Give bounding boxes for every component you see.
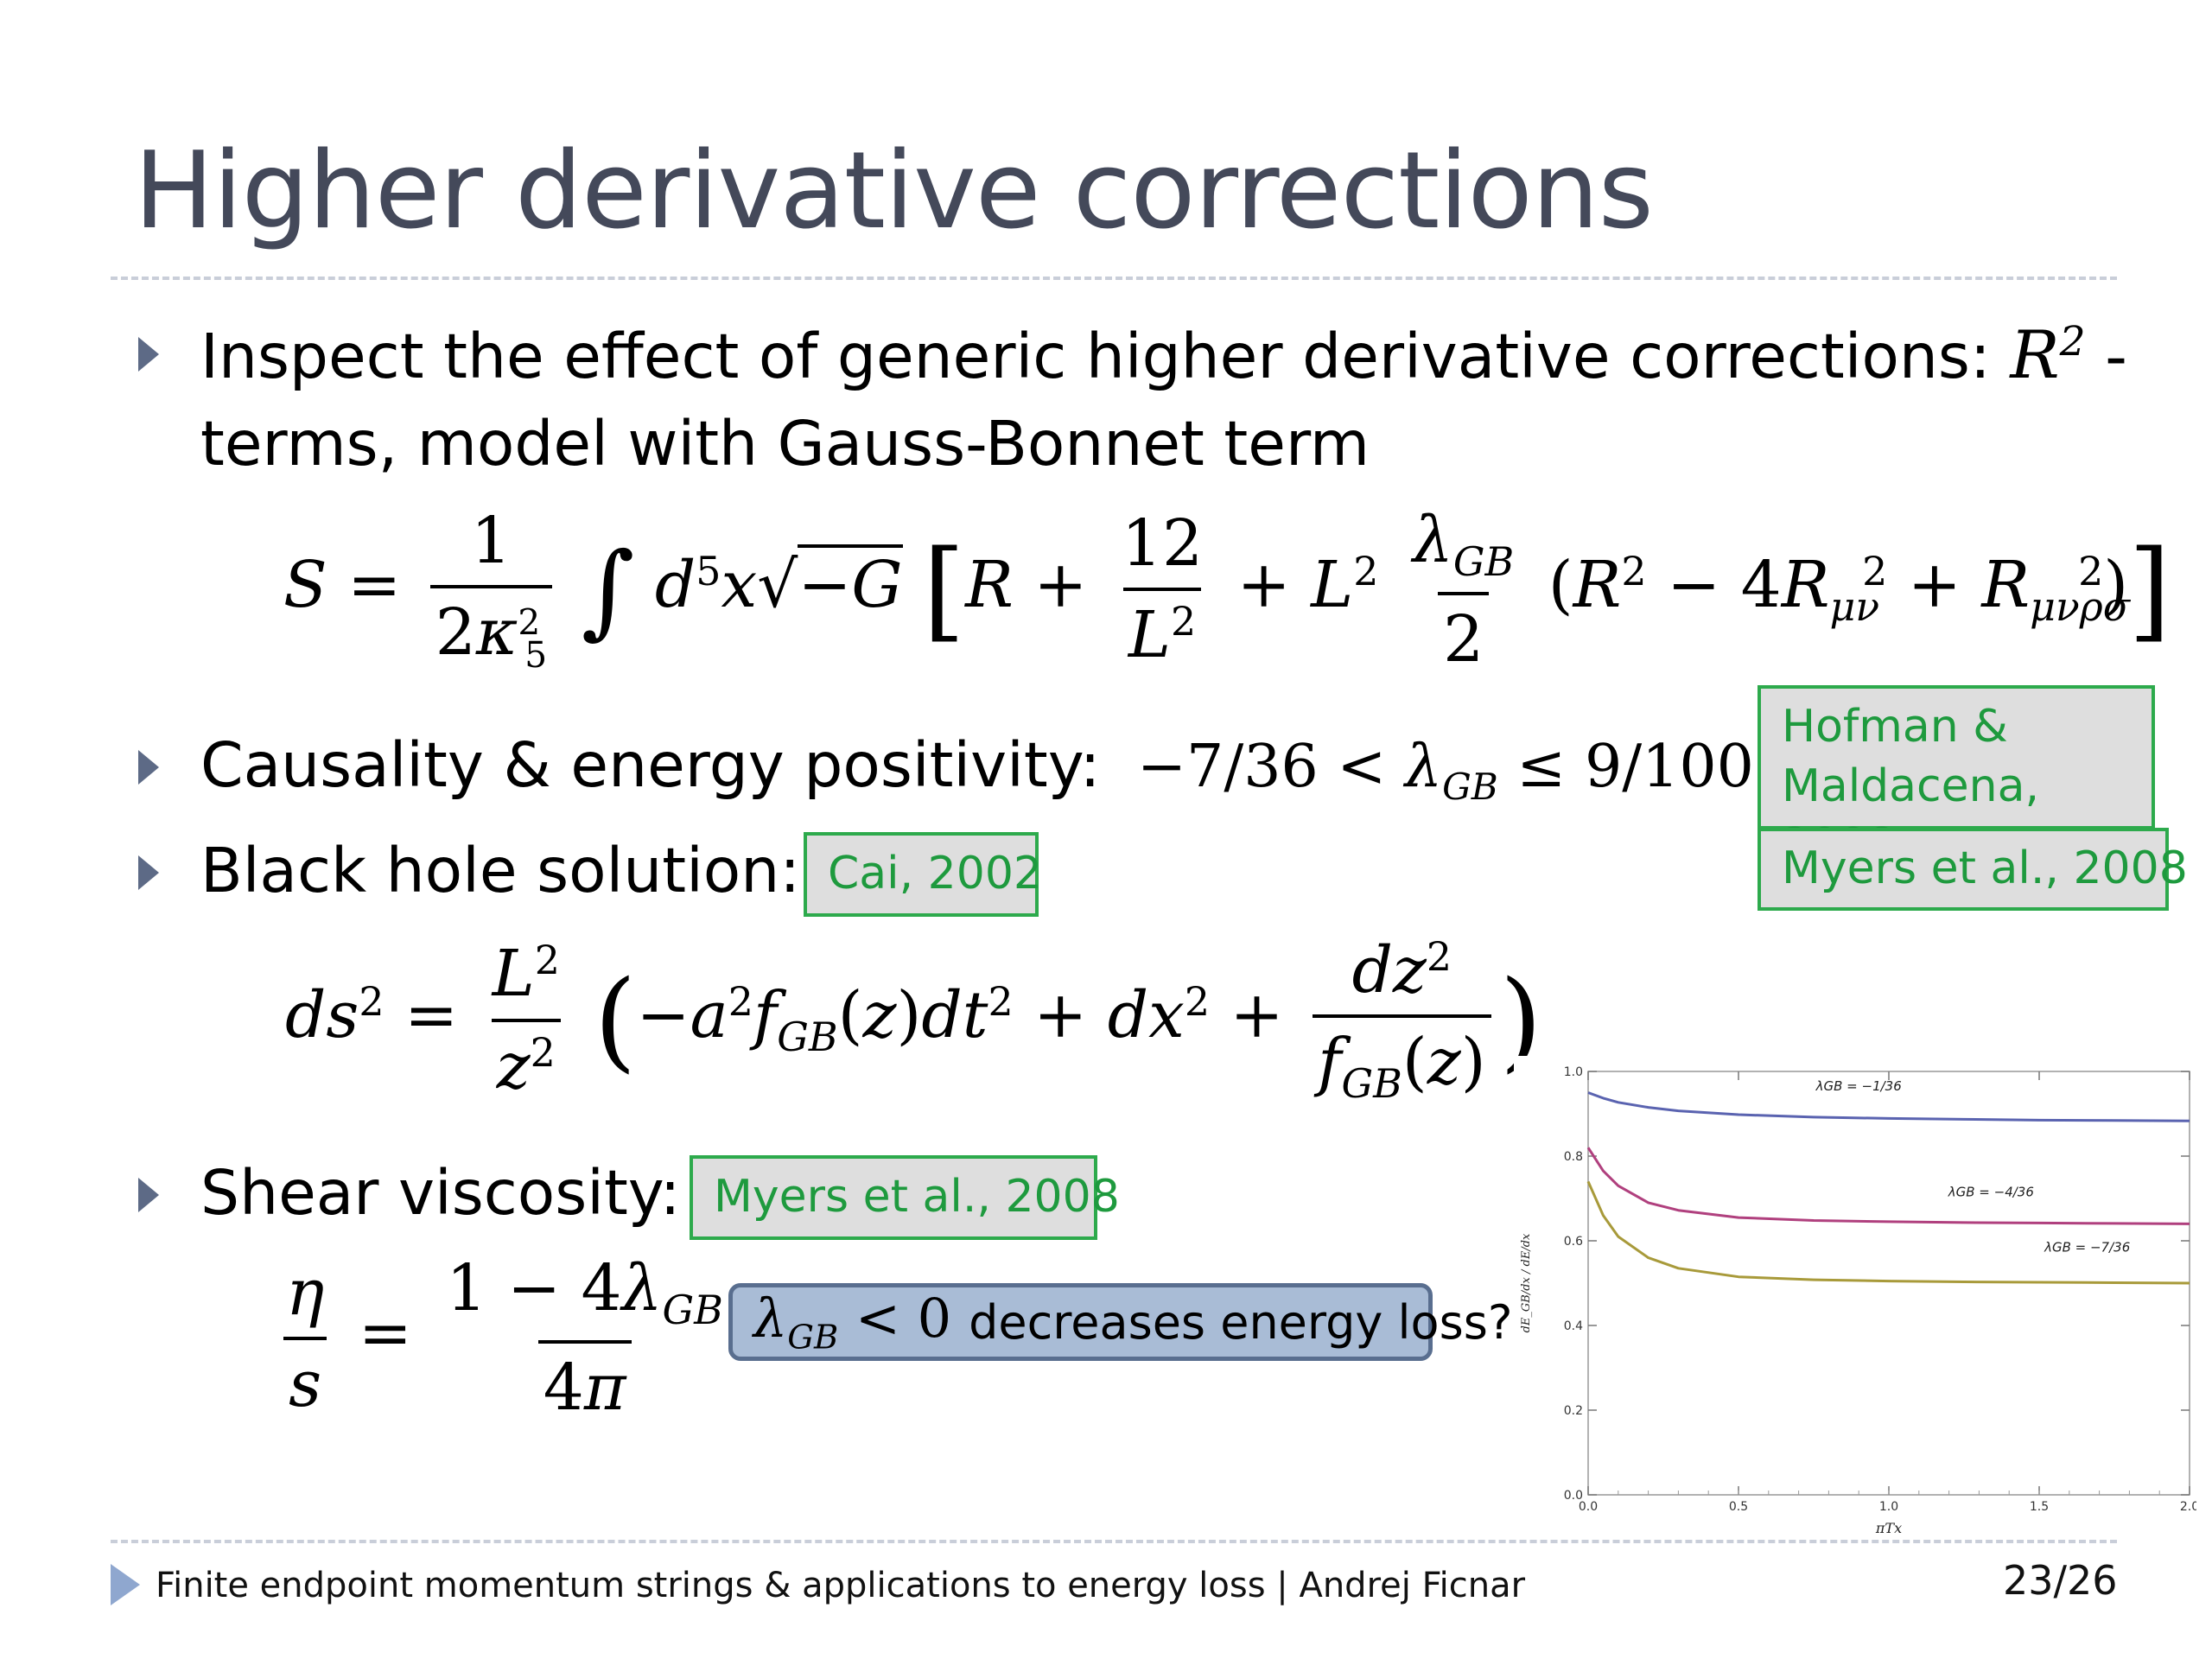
reference-hofman-maldacena: Hofman & Maldacena, 2008 (1758, 685, 2155, 871)
footer-arrow-icon (111, 1564, 140, 1605)
series-label: λGB = −4/36 (1948, 1185, 2034, 1200)
y-tick-label: 0.4 (1564, 1319, 1583, 1333)
x-tick-label: 1.5 (2030, 1500, 2049, 1514)
bullet-1-line-1: Inspect the effect of generic higher der… (200, 321, 2127, 388)
series-label: λGB = −1/36 (1815, 1078, 1902, 1094)
y-tick-label: 0.8 (1564, 1150, 1583, 1164)
question-text: decreases energy loss? (969, 1294, 1513, 1350)
title-divider (111, 276, 2117, 280)
reference-myers-top: Myers et al., 2008 (1758, 828, 2188, 911)
y-tick-label: 0.0 (1564, 1489, 1583, 1503)
series-line (1587, 1091, 2190, 1122)
bullet-icon (138, 855, 159, 890)
reference-cai: Cai, 2002 (804, 832, 1042, 917)
x-tick-label: 2.0 (2180, 1500, 2196, 1514)
series-line (1586, 1180, 2190, 1285)
footer-text: Finite endpoint momentum strings & appli… (156, 1566, 1526, 1605)
bullet-1-line-2: terms, model with Gauss-Bonnet term (200, 408, 1370, 480)
lambda-negative-math: λGB < 0 (753, 1287, 952, 1357)
y-tick-label: 0.2 (1564, 1404, 1583, 1418)
bullet-icon (138, 750, 159, 785)
bullet-1-text: Inspect the effect of generic higher der… (200, 320, 1991, 392)
causality-bound-math: −7/36 < λGB ≤ 9/100 (1137, 733, 1754, 808)
x-tick-label: 1.0 (1879, 1500, 1898, 1514)
bullet-2-label: Causality & energy positivity: (200, 729, 1101, 801)
metric-equation: ds2 = L2 z2 (−a2fGB(z)dt2 + dx2 + dz2 fGB(… (285, 933, 1542, 1108)
bullet-2: Causality & energy positivity: −7/36 < λ… (200, 734, 1754, 805)
bullet-3-label: Black hole solution: (200, 835, 801, 906)
bullet-icon (138, 337, 159, 372)
energy-loss-chart: 0.0 0.5 1.0 1.5 2.0 0.0 0.2 0.4 0.6 0.8 1.0 πTx dE_G… (1514, 1056, 2196, 1540)
energy-loss-question: λGB < 0 decreases energy loss? (728, 1283, 1513, 1361)
bullet-icon (138, 1178, 159, 1212)
x-axis-label: πTx (1875, 1520, 1902, 1536)
reference-myers-shear: Myers et al., 2008 (690, 1155, 1120, 1240)
y-axis-label: dE_GB/dx / dE/dx (1520, 1233, 1533, 1332)
slide-title: Higher derivative corrections (134, 130, 1654, 253)
y-tick-label: 1.0 (1564, 1065, 1583, 1079)
x-tick-label: 0.5 (1729, 1500, 1748, 1514)
series-line (1586, 1147, 2190, 1225)
x-tick-label: 0.0 (1579, 1500, 1598, 1514)
r-squared-math: R2 (2010, 315, 2086, 393)
y-tick-label: 0.6 (1564, 1235, 1583, 1249)
chart-plot-area: 0.0 0.5 1.0 1.5 2.0 0.0 0.2 0.4 0.6 0.8 1.0 πTx dE_G… (1520, 1065, 2196, 1536)
chart-background (1514, 1056, 2196, 1540)
bullet-4-label: Shear viscosity: (200, 1157, 681, 1229)
page-number: 23/26 (2003, 1557, 2118, 1604)
series-label: λGB = −7/36 (2044, 1239, 2130, 1255)
footer-divider (111, 1540, 2117, 1543)
bullet-1-tail: - (2105, 320, 2127, 392)
action-equation: S = 1 2κ25 ∫ d5x√−G [R + 12 L2 + L2 λGB 2 (… (283, 503, 2171, 677)
